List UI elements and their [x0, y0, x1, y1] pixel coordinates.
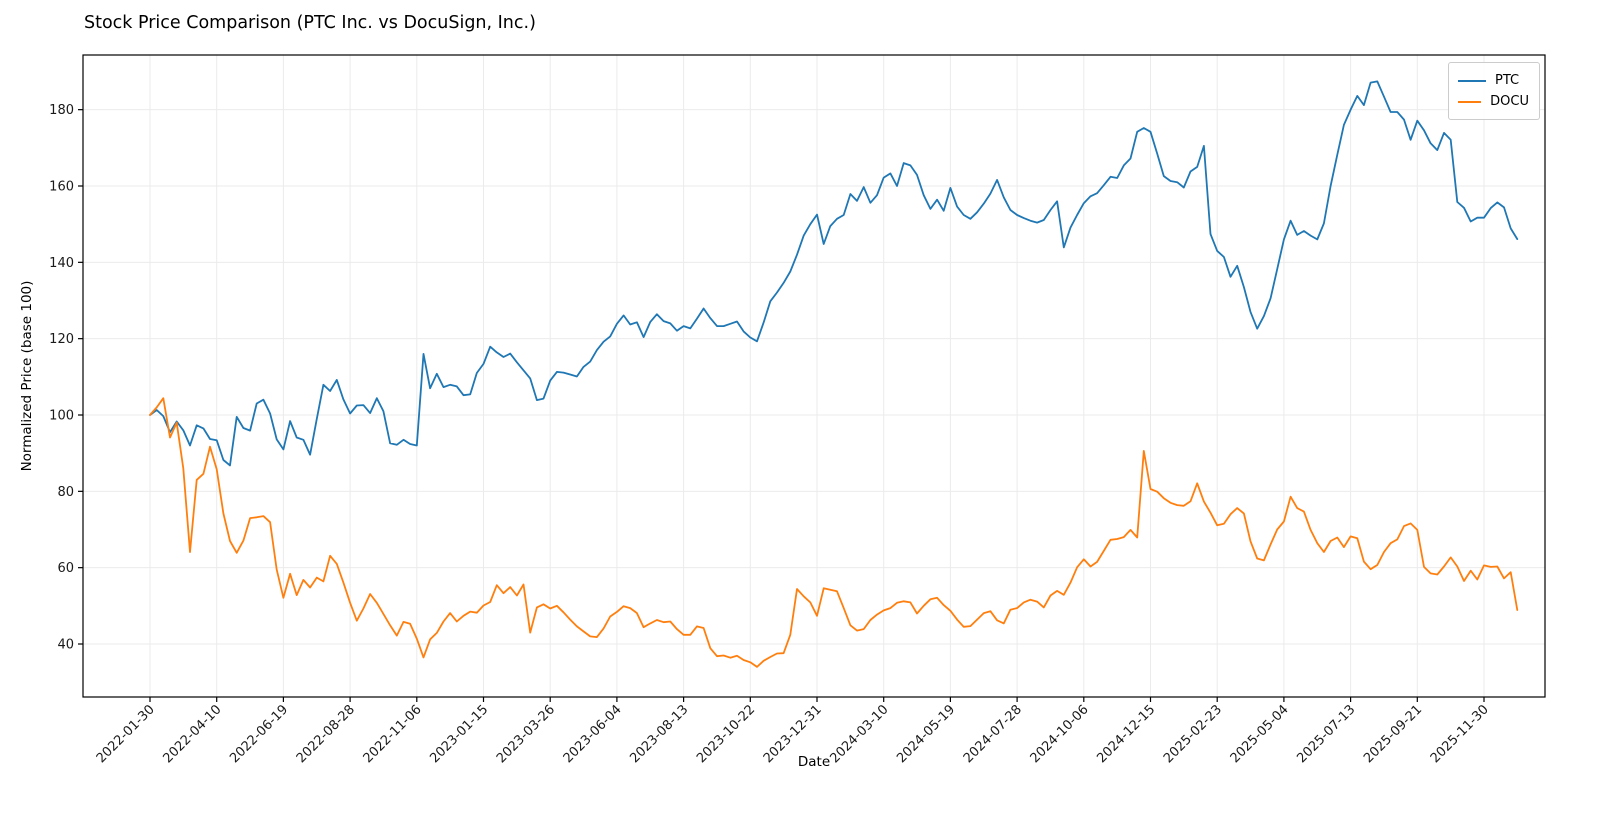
- ptc-line-swatch: [1458, 79, 1486, 82]
- x-tick-label: 2023-10-22: [694, 702, 758, 766]
- legend-label-docu: DOCU: [1490, 94, 1529, 109]
- x-tick-label: 2023-06-04: [561, 702, 625, 766]
- x-tick-label: 2024-10-06: [1028, 702, 1092, 766]
- x-tick-label: 2022-08-28: [294, 702, 358, 766]
- x-tick-label: 2024-03-10: [827, 702, 891, 766]
- x-tick-label: 2023-08-13: [627, 702, 691, 766]
- legend-item-docu: DOCU: [1458, 91, 1529, 112]
- x-tick-label: 2024-05-19: [894, 702, 958, 766]
- legend-item-ptc: PTC: [1458, 70, 1529, 91]
- docu-line: [149, 397, 1519, 668]
- x-tick-label: 2025-07-13: [1294, 702, 1358, 766]
- x-tick-label: 2022-06-19: [227, 702, 291, 766]
- x-tick-label: 2023-01-15: [427, 702, 491, 766]
- x-tick-label: 2024-12-15: [1094, 702, 1158, 766]
- x-tick-label: 2025-11-30: [1428, 702, 1492, 766]
- x-tick-label: 2023-03-26: [494, 702, 558, 766]
- y-tick-label: 100: [49, 409, 74, 424]
- y-tick-label: 80: [57, 485, 74, 500]
- chart-title: Stock Price Comparison (PTC Inc. vs Docu…: [84, 13, 536, 33]
- x-axis-label: Date: [797, 754, 831, 770]
- y-tick-label: 140: [49, 256, 74, 271]
- axes-frame: [82, 54, 1546, 698]
- y-tick-label: 120: [49, 332, 74, 347]
- legend-label-ptc: PTC: [1495, 73, 1520, 88]
- x-tick-label: 2025-09-21: [1361, 702, 1425, 766]
- x-tick-label: 2025-05-04: [1228, 702, 1292, 766]
- y-axis-label: Normalized Price (base 100): [19, 280, 35, 472]
- docu-line-swatch: [1458, 100, 1482, 103]
- x-tick-label: 2022-04-10: [160, 702, 224, 766]
- x-tick-label: 2022-11-06: [361, 702, 425, 766]
- y-tick-label: 60: [57, 561, 74, 576]
- ptc-line: [149, 80, 1519, 467]
- y-tick-label: 180: [49, 103, 74, 118]
- legend: PTC DOCU: [1448, 62, 1540, 120]
- x-tick-label: 2022-01-30: [94, 702, 158, 766]
- x-tick-label: 2025-02-23: [1161, 702, 1225, 766]
- x-tick-label: 2024-07-28: [961, 702, 1025, 766]
- y-tick-label: 40: [57, 638, 74, 653]
- y-tick-label: 160: [49, 179, 74, 194]
